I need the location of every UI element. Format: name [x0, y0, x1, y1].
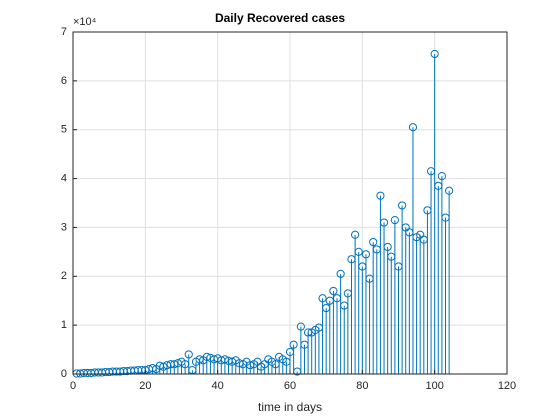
- y-tick-label: 1: [61, 319, 67, 331]
- x-tick-label: 0: [70, 380, 76, 392]
- stem-marker: [437, 172, 446, 181]
- y-tick-label: 6: [61, 75, 67, 87]
- stem-marker: [445, 186, 454, 195]
- y-tick-label: 0: [61, 368, 67, 380]
- stem-marker: [376, 191, 385, 200]
- stem-marker: [408, 123, 418, 132]
- stem-marker: [184, 350, 193, 359]
- y-multiplier: ×10⁴: [73, 16, 97, 28]
- x-tick-label: 80: [356, 380, 368, 392]
- stem-marker: [383, 242, 392, 252]
- stem-marker: [430, 49, 439, 59]
- stem-marker: [369, 237, 378, 247]
- x-tick-label: 100: [425, 380, 443, 392]
- stem-marker: [379, 218, 389, 227]
- stem-marker: [398, 201, 407, 210]
- stem-marker: [351, 230, 360, 239]
- stem-marker: [195, 355, 204, 364]
- x-tick-label: 60: [284, 380, 296, 392]
- stem-marker: [390, 216, 399, 225]
- stem-marker: [220, 355, 229, 364]
- stem-marker: [202, 352, 211, 361]
- stem-marker: [354, 247, 363, 256]
- stem-marker: [296, 322, 305, 331]
- stem-marker: [289, 340, 298, 349]
- chart-title: Daily Recovered cases: [215, 11, 345, 25]
- x-tick-label: 120: [498, 380, 516, 392]
- stem-marker: [361, 250, 371, 259]
- stem-marker: [329, 286, 338, 296]
- y-tick-label: 5: [61, 124, 67, 136]
- y-tick-label: 4: [61, 172, 67, 184]
- stem-marker: [148, 364, 157, 373]
- x-axis-label: time in days: [258, 400, 322, 414]
- y-tick-label: 3: [61, 221, 67, 233]
- x-tick-label: 20: [139, 380, 151, 392]
- y-tick-label: 7: [61, 26, 67, 38]
- y-tick-label: 2: [61, 270, 67, 282]
- stem-marker: [336, 269, 345, 278]
- x-tick-label: 40: [212, 380, 224, 392]
- stem-marker: [318, 294, 327, 303]
